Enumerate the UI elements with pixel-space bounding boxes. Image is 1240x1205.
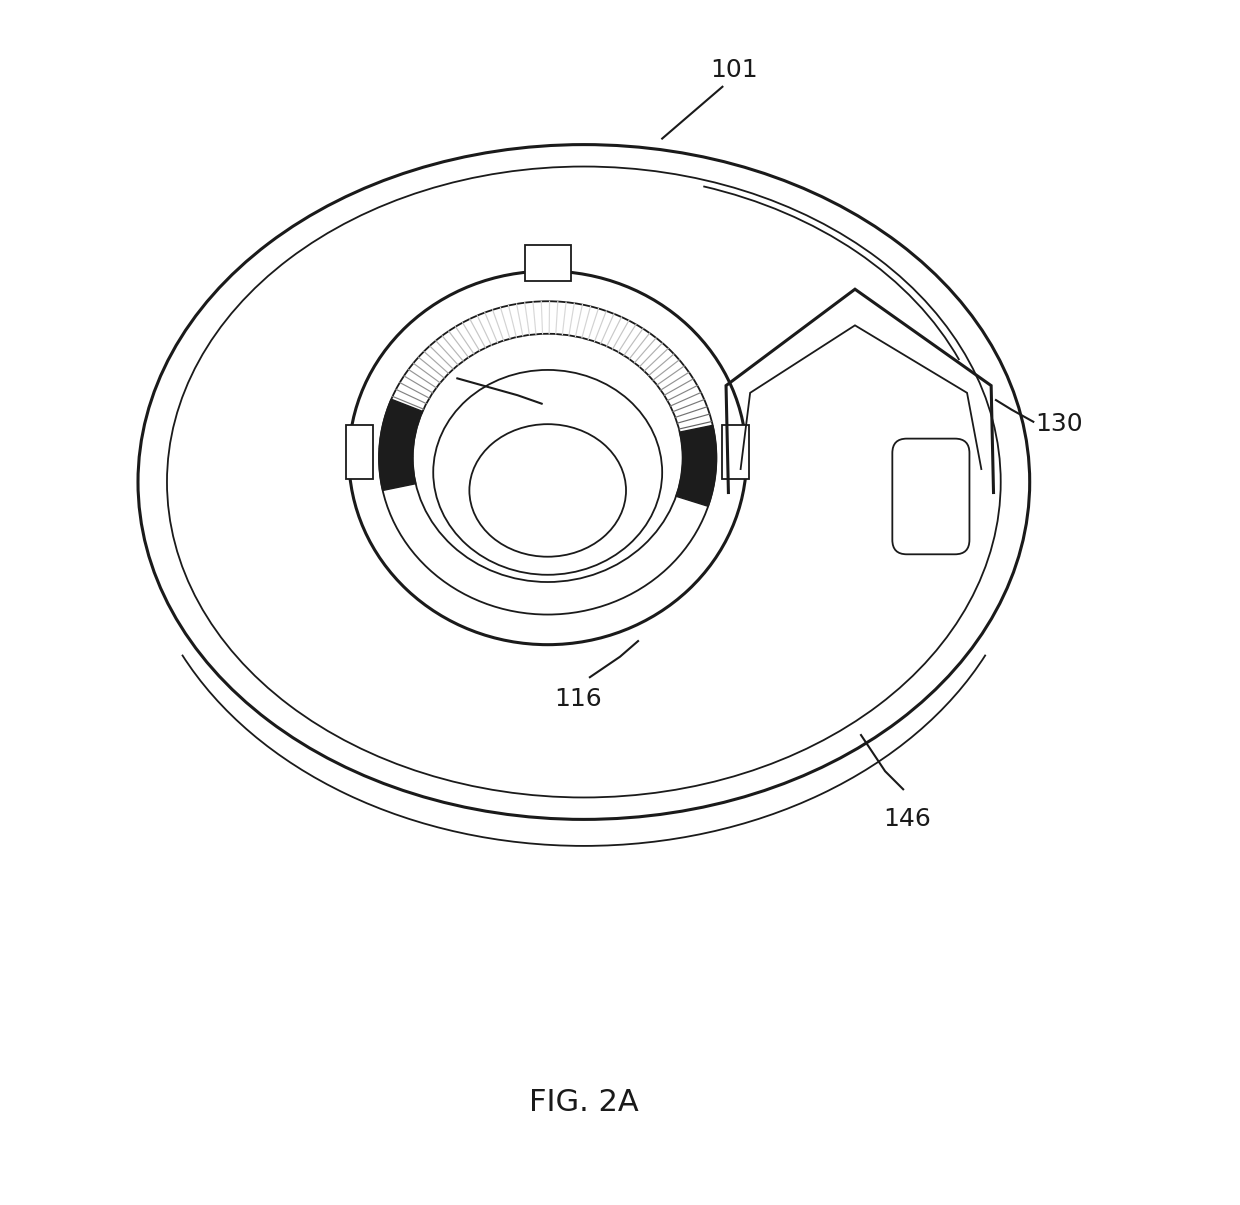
Bar	[525, 245, 570, 281]
Bar	[723, 424, 749, 478]
Polygon shape	[379, 399, 423, 490]
Ellipse shape	[433, 370, 662, 575]
Text: 116: 116	[554, 687, 601, 711]
Ellipse shape	[470, 424, 626, 557]
Text: FIG. 2A: FIG. 2A	[529, 1088, 639, 1117]
Text: 130: 130	[1035, 412, 1084, 436]
Polygon shape	[676, 425, 717, 506]
Text: 146: 146	[883, 807, 931, 831]
Text: 101: 101	[711, 58, 759, 82]
Ellipse shape	[379, 301, 717, 615]
Ellipse shape	[413, 334, 683, 582]
Text: 144: 144	[415, 352, 464, 376]
FancyBboxPatch shape	[893, 439, 970, 554]
Bar	[346, 424, 373, 478]
Ellipse shape	[348, 271, 746, 645]
